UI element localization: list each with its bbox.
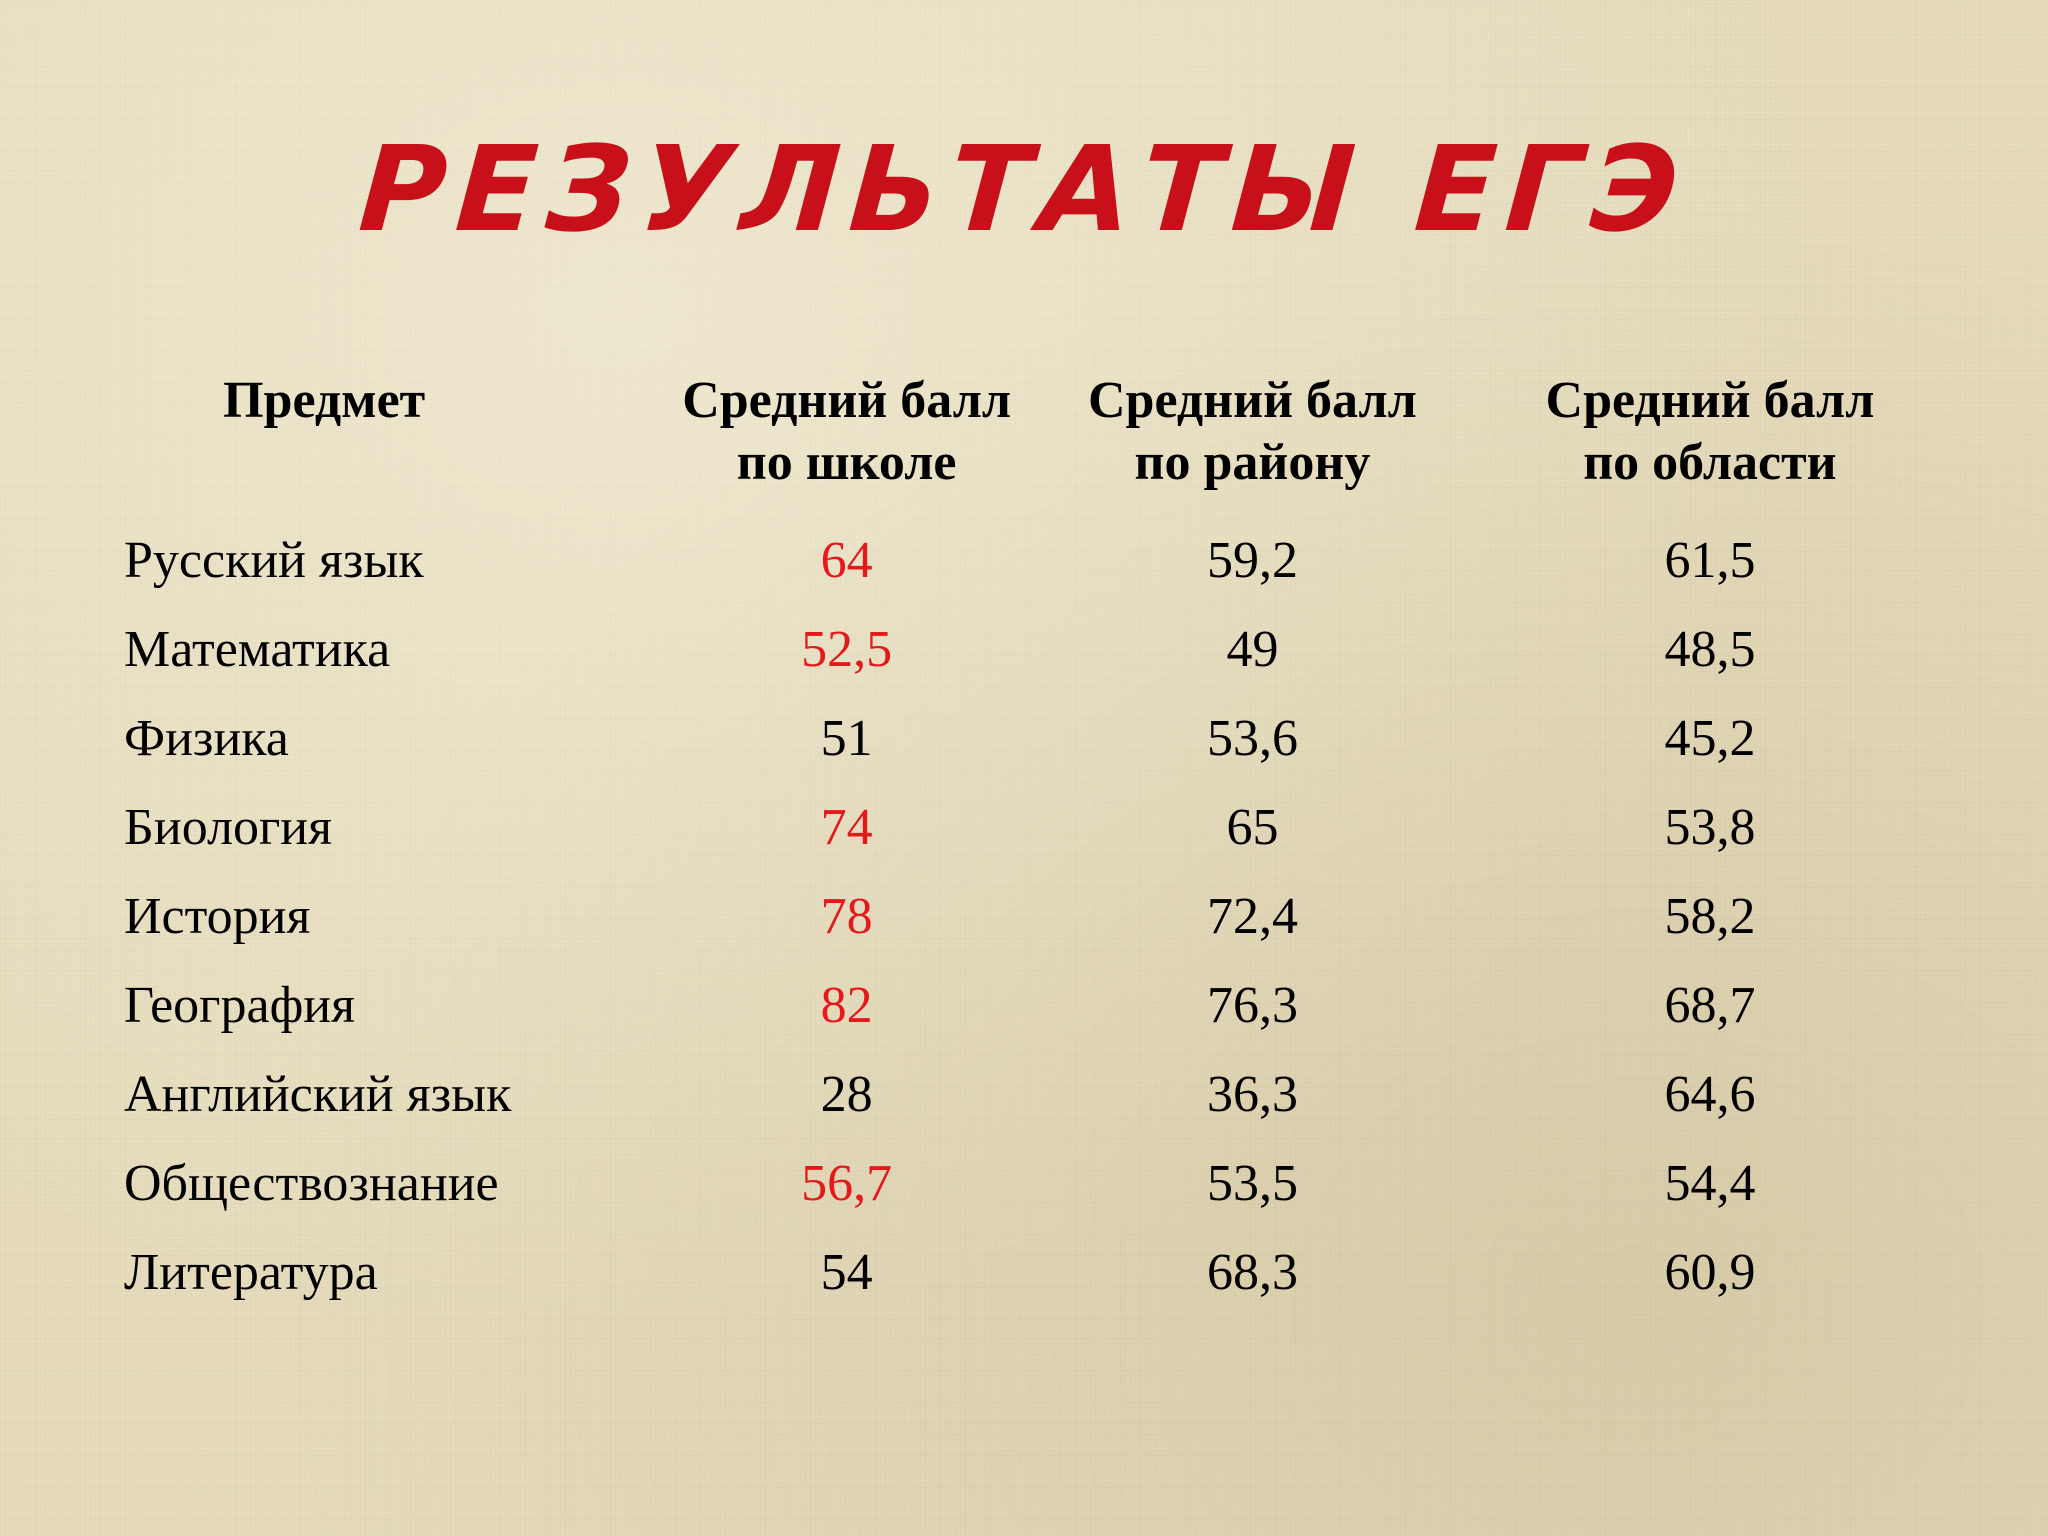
district-score-cell: 53,5 [1206,1155,1298,1212]
school-score-cell: 52,5 [801,621,893,678]
region-score-cell: 58,2 [1664,888,1756,945]
school-score-cell: 74 [820,799,873,856]
district-score-cell: 68,3 [1206,1244,1298,1301]
header-region-line2: по области [1583,434,1837,491]
header-district-line1: Средний балл [1088,372,1417,429]
subject-cell: История [124,888,311,945]
subject-cell: Русский язык [124,532,424,589]
region-score-cell: 61,5 [1664,532,1756,589]
region-score-cell: 54,4 [1664,1155,1756,1212]
school-score-cell: 82 [820,977,873,1034]
school-score-cell: 54 [820,1244,873,1301]
table-row: География 82 76,3 68,7 [110,961,1940,1050]
district-score-cell: 36,3 [1206,1066,1298,1123]
school-score-cell: 28 [820,1066,873,1123]
table-row: Физика 51 53,6 45,2 [110,694,1940,783]
district-score-cell: 65 [1226,799,1279,856]
table-row: Русский язык 64 59,2 61,5 [110,516,1940,605]
header-row: Предмет Средний балл по школе Средний ба… [110,370,1940,516]
subject-cell: Английский язык [124,1066,512,1123]
header-district: Средний балл по району [1025,370,1480,516]
region-score-cell: 64,6 [1664,1066,1756,1123]
district-score-cell: 72,4 [1206,888,1298,945]
region-score-cell: 68,7 [1664,977,1756,1034]
subject-cell: Математика [124,621,391,678]
district-score-cell: 76,3 [1206,977,1298,1034]
header-subject: Предмет [223,372,426,429]
table-header: Предмет Средний балл по школе Средний ба… [110,370,1940,516]
subject-cell: Обществознание [124,1155,499,1212]
table-row: Литература 54 68,3 60,9 [110,1228,1940,1317]
header-school: Средний балл по школе [668,370,1025,516]
region-score-cell: 48,5 [1664,621,1756,678]
district-score-cell: 53,6 [1206,710,1298,767]
table-body: Русский язык 64 59,2 61,5 Математика 52,… [110,516,1940,1317]
header-district-line2: по району [1134,434,1371,491]
table-row: Биология 74 65 53,8 [110,783,1940,872]
header-school-line1: Средний балл [682,372,1012,429]
school-score-cell: 78 [820,888,873,945]
region-score-cell: 53,8 [1664,799,1756,856]
region-score-cell: 60,9 [1664,1244,1756,1301]
table-row: Математика 52,5 49 48,5 [110,605,1940,694]
table-row: История 78 72,4 58,2 [110,872,1940,961]
region-score-cell: 45,2 [1664,710,1756,767]
subject-cell: Литература [124,1244,378,1301]
table-row: Английский язык 28 36,3 64,6 [110,1050,1940,1139]
header-region: Средний балл по области [1480,370,1940,516]
subject-cell: Биология [124,799,333,856]
school-score-cell: 64 [820,532,873,589]
subject-cell: Физика [124,710,289,767]
subject-cell: География [124,977,356,1034]
slide-title: РЕЗУЛЬТАТЫ ЕГЭ [355,120,1693,258]
header-school-line2: по школе [736,434,957,491]
district-score-cell: 59,2 [1206,532,1298,589]
school-score-cell: 51 [820,710,873,767]
results-table: Предмет Средний балл по школе Средний ба… [110,370,1940,1317]
table-row: Обществознание 56,7 53,5 54,4 [110,1139,1940,1228]
header-region-line1: Средний балл [1545,372,1875,429]
school-score-cell: 56,7 [801,1155,893,1212]
district-score-cell: 49 [1226,621,1279,678]
